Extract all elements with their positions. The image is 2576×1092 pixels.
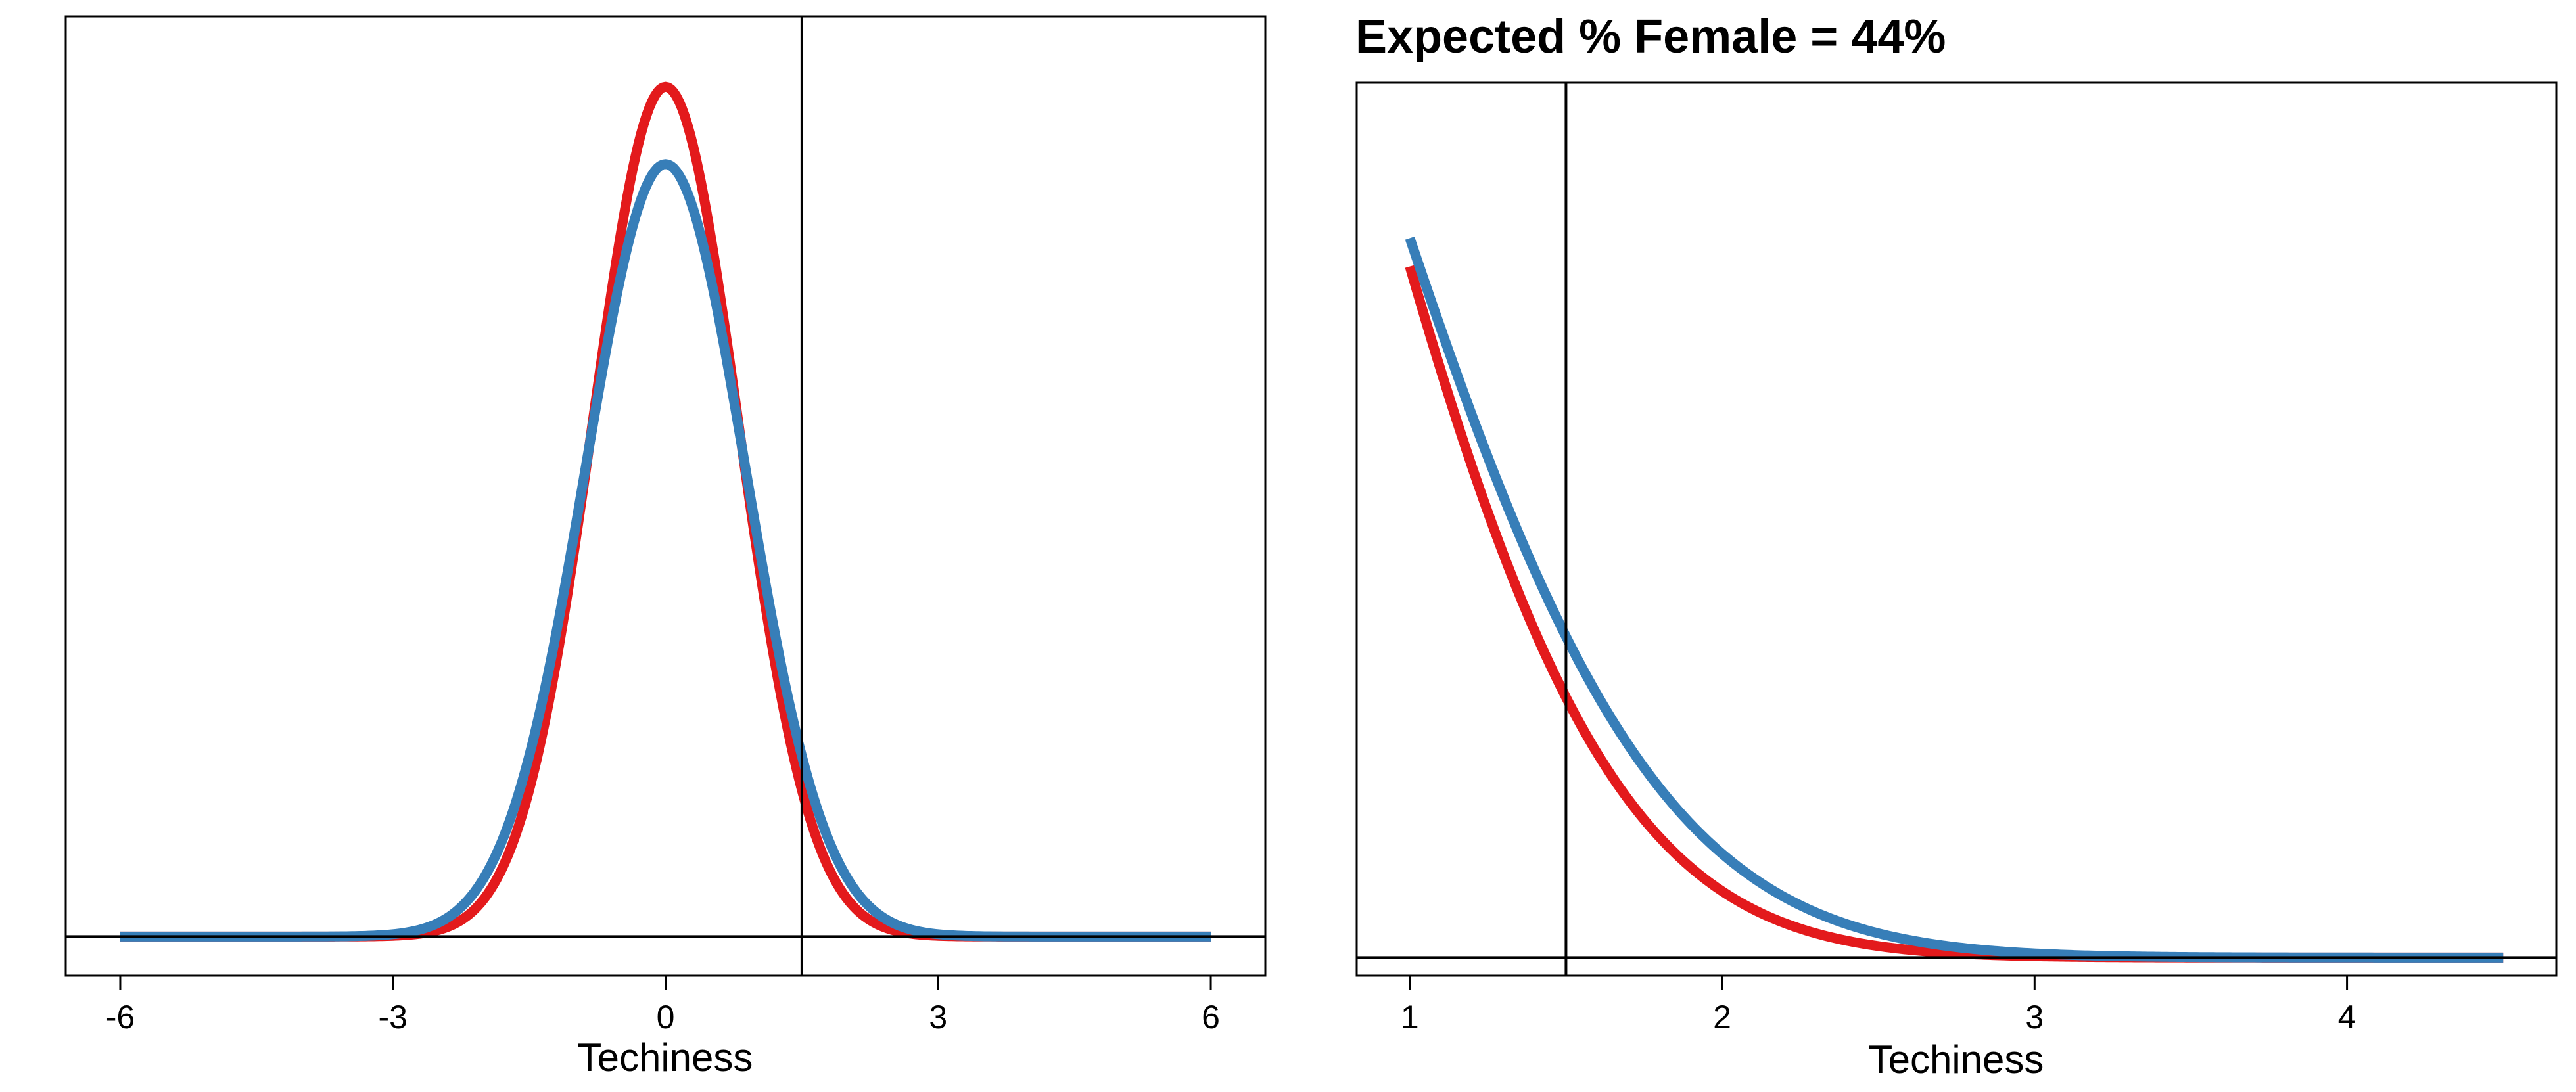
right-x-tick-label: 1 <box>1401 999 1419 1035</box>
right-x-tick-label: 2 <box>1713 999 1731 1035</box>
right-x-tick-label: 3 <box>2025 999 2044 1035</box>
left-x-tick-label: -6 <box>106 999 135 1035</box>
right-x-axis: 1 2 3 4 <box>1401 974 2356 1035</box>
left-x-tick-label: 6 <box>1202 999 1220 1035</box>
right-panel: Expected % Female = 44% 1 2 3 4 Techiness <box>1355 11 2558 1081</box>
left-panel: -6 -3 0 3 6 Techiness <box>64 15 1267 1080</box>
left-density-curve-2 <box>118 159 1213 942</box>
right-x-tick-label: 4 <box>2338 999 2356 1035</box>
left-x-tick-label: -3 <box>378 999 407 1035</box>
right-x-axis-label: Techiness <box>1869 1037 2044 1081</box>
left-x-axis: -6 -3 0 3 6 <box>106 974 1220 1035</box>
left-x-tick-label: 0 <box>657 999 675 1035</box>
right-density-curve-2 <box>1405 236 2506 963</box>
left-density-curve-1 <box>118 81 1213 942</box>
right-chart-title: Expected % Female = 44% <box>1355 11 1946 63</box>
left-plot-area <box>64 15 1267 977</box>
left-x-tick-label: 3 <box>929 999 947 1035</box>
right-plot-frame <box>1355 81 2558 977</box>
right-density-curve-1 <box>1405 265 2506 963</box>
left-x-axis-label: Techiness <box>578 1035 753 1080</box>
right-plot-area <box>1355 81 2558 977</box>
